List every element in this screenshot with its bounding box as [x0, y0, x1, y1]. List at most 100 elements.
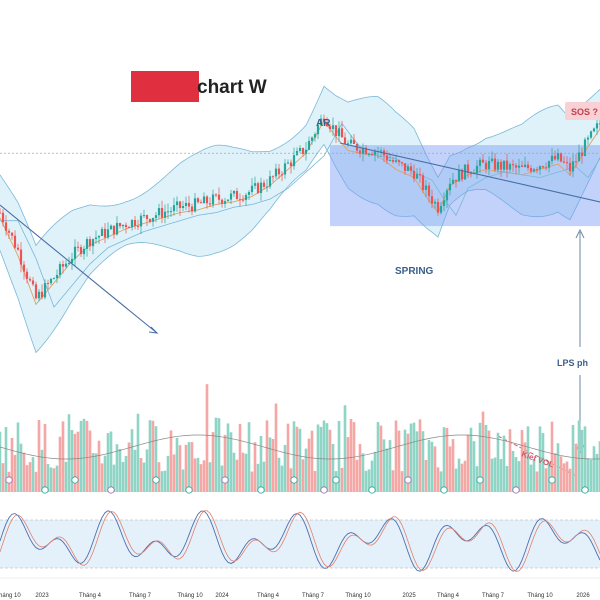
candle-body — [568, 162, 572, 172]
candle-body — [379, 150, 383, 152]
candle-body — [289, 162, 293, 167]
candle-body — [583, 139, 587, 156]
volume-bar — [160, 471, 164, 492]
candle-body — [73, 246, 77, 259]
candle-body — [199, 202, 203, 204]
candle-body — [55, 274, 59, 279]
volume-bar — [187, 442, 191, 492]
volume-bar — [148, 420, 152, 492]
candle-body — [298, 147, 302, 151]
candle-body — [274, 168, 278, 177]
volume-bar — [439, 471, 443, 492]
candle-body — [259, 182, 263, 193]
volume-bar — [514, 457, 518, 492]
volume-bar — [190, 442, 194, 492]
candle-body — [0, 212, 2, 214]
volume-bar — [319, 426, 323, 492]
candle-body — [34, 284, 38, 299]
candle-body — [406, 166, 410, 171]
volume-bar — [337, 420, 341, 492]
candle-body — [349, 139, 353, 144]
candle-body — [271, 176, 275, 178]
x-tick-label: 2025 — [402, 593, 416, 599]
candlesticks — [0, 114, 600, 302]
volume-bar — [505, 466, 509, 492]
candle-body — [322, 118, 326, 123]
volume-bar — [508, 429, 512, 492]
stoch-k-line — [0, 510, 600, 572]
volume-bar — [397, 430, 401, 492]
candle-body — [205, 196, 209, 204]
candle-body — [127, 227, 131, 229]
candle-body — [400, 162, 404, 164]
volume-signal-marker — [257, 486, 265, 494]
volume-bar — [520, 430, 524, 492]
volume-bar — [328, 429, 332, 492]
volume-bar — [163, 470, 167, 492]
candle-body — [535, 169, 539, 171]
volume-bar — [64, 461, 68, 492]
band-fill — [0, 86, 600, 353]
volume-bar — [391, 470, 395, 492]
candle-body — [412, 170, 416, 179]
candle-body — [589, 131, 593, 138]
volume-bar — [280, 465, 284, 492]
volume-bar — [136, 413, 140, 492]
volume-bar — [49, 467, 53, 492]
volume-bar — [142, 462, 146, 492]
volume-signal-marker — [41, 486, 49, 494]
candle-body — [250, 185, 254, 193]
candle-body — [334, 125, 338, 137]
volume-bar — [256, 463, 260, 492]
volume-bar — [73, 433, 77, 492]
volume-bar — [154, 426, 158, 492]
candle-body — [487, 160, 491, 169]
candle-body — [538, 166, 542, 170]
candle-body — [346, 143, 350, 145]
volume-bar — [592, 446, 596, 492]
candle-body — [514, 165, 518, 168]
candle-body — [253, 183, 257, 186]
volume-bar — [151, 420, 155, 492]
candle-body — [493, 158, 497, 170]
candle-body — [268, 176, 272, 187]
candle-body — [496, 161, 500, 170]
candle-body — [145, 215, 149, 219]
candle-body — [328, 126, 332, 130]
candle-body — [541, 166, 545, 168]
volume-bar — [433, 446, 437, 492]
candle-body — [517, 165, 521, 168]
downtrend-arrowhead — [148, 326, 159, 334]
candle-body — [520, 165, 524, 167]
volume-bar — [472, 441, 476, 492]
volume-bar — [196, 457, 200, 492]
volume-bar — [82, 418, 86, 492]
candle-body — [124, 224, 128, 228]
volume-bar — [76, 431, 80, 492]
volume-signal-marker — [185, 486, 193, 494]
volume-bar — [340, 467, 344, 492]
candle-body — [172, 205, 176, 212]
volume-bar — [172, 454, 176, 492]
volume-bar — [16, 422, 20, 492]
bollinger-bands — [0, 85, 600, 354]
annotation-sos: SOS ? — [571, 107, 598, 117]
candle-body — [523, 164, 527, 167]
candle-body — [247, 192, 251, 195]
volume-bar — [580, 429, 584, 492]
candle-body — [142, 215, 146, 217]
volume-bar — [193, 458, 197, 492]
candle-body — [208, 203, 212, 205]
volume-bar — [484, 424, 488, 492]
volume-signal-marker — [476, 476, 484, 484]
candle-body — [352, 139, 356, 144]
candle-body — [280, 174, 284, 176]
volume-bar — [481, 411, 485, 492]
volume-bar — [307, 438, 311, 492]
candle-body — [391, 160, 395, 162]
volume-bar — [184, 444, 188, 492]
candle-body — [466, 164, 470, 174]
volume-bar — [298, 428, 302, 492]
candle-body — [277, 168, 281, 175]
candle-body — [181, 206, 185, 209]
